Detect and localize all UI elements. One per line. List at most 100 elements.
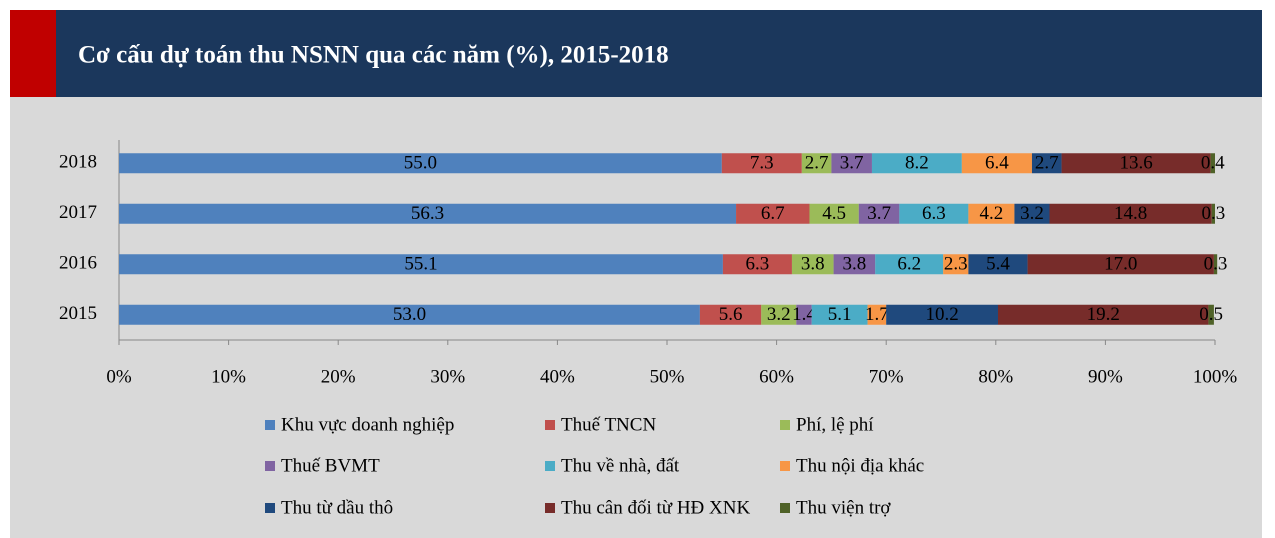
legend-swatch — [780, 420, 790, 430]
data-label: 8.2 — [905, 153, 929, 174]
bar-segment — [871, 153, 962, 174]
x-tick-label: 80% — [978, 366, 1013, 387]
data-label: 0.4 — [1201, 153, 1225, 174]
data-label: 2.7 — [1035, 153, 1059, 174]
legend-label: Thu từ dầu thô — [281, 497, 393, 518]
bar-segment — [1211, 203, 1215, 224]
bar-segment — [1208, 304, 1214, 325]
data-label: 6.2 — [897, 254, 921, 275]
bar-segment — [1031, 153, 1062, 174]
data-label: 3.8 — [843, 254, 867, 275]
bar-segment — [968, 203, 1015, 224]
data-label: 6.3 — [922, 203, 946, 224]
bar-segment — [119, 153, 722, 174]
data-label: 10.2 — [925, 304, 958, 325]
bar-segment — [722, 254, 792, 275]
legend-swatch — [265, 461, 275, 471]
data-label: 3.7 — [867, 203, 891, 224]
y-tick-label: 2018 — [59, 152, 97, 173]
bar-segment — [875, 254, 944, 275]
data-label: 5.4 — [986, 254, 1010, 275]
bar-segment — [1061, 153, 1211, 174]
chart-title: Cơ cấu dự toán thu NSNN qua các năm (%),… — [78, 42, 669, 69]
data-label: 55.0 — [404, 153, 437, 174]
data-label: 4.2 — [980, 203, 1004, 224]
x-tick-label: 20% — [321, 366, 356, 387]
data-label: 1.4 — [792, 304, 816, 325]
header-accent — [10, 10, 56, 97]
legend-label: Thu nội địa khác — [796, 455, 924, 476]
x-tick-label: 40% — [540, 366, 575, 387]
data-label: 14.8 — [1114, 203, 1147, 224]
bar-segment — [1027, 254, 1214, 275]
bar-segment — [1049, 203, 1212, 224]
bar-segment — [997, 304, 1209, 325]
legend-swatch — [780, 461, 790, 471]
data-label: 6.3 — [746, 254, 770, 275]
data-label: 13.6 — [1119, 153, 1152, 174]
bar-segment — [831, 153, 872, 174]
data-label: 3.8 — [801, 254, 825, 275]
bar-segment — [1213, 254, 1218, 275]
legend-label: Khu vực doanh nghiệp — [281, 414, 454, 435]
legend-label: Thuế TNCN — [561, 414, 656, 435]
legend-swatch — [265, 503, 275, 513]
y-tick-label: 2015 — [59, 303, 97, 324]
bar-segment — [119, 203, 737, 224]
x-tick-label: 50% — [650, 366, 685, 387]
bar-segment — [119, 304, 700, 325]
legend-label: Thu cân đối từ HĐ XNK — [561, 497, 750, 518]
x-tick-label: 100% — [1193, 366, 1238, 387]
x-tick-label: 60% — [759, 366, 794, 387]
bar-segment — [1014, 203, 1050, 224]
data-label: 55.1 — [404, 254, 437, 275]
data-label: 3.7 — [840, 153, 864, 174]
bar-segment — [968, 254, 1028, 275]
data-label: 17.0 — [1104, 254, 1137, 275]
legend-label: Thu về nhà, đất — [561, 455, 680, 476]
bar-segment — [801, 153, 832, 174]
bar-segment — [761, 304, 797, 325]
legend-swatch — [545, 503, 555, 513]
y-tick-label: 2016 — [59, 253, 97, 274]
data-label: 0.3 — [1201, 203, 1225, 224]
bar-segment — [796, 304, 812, 325]
data-label: 2.7 — [805, 153, 829, 174]
data-label: 56.3 — [411, 203, 444, 224]
bar-segment — [858, 203, 900, 224]
x-tick-label: 0% — [106, 366, 132, 387]
x-tick-label: 10% — [211, 366, 246, 387]
x-tick-label: 30% — [430, 366, 465, 387]
y-tick-label: 2017 — [59, 202, 97, 223]
bar-segment — [699, 304, 762, 325]
data-label: 7.3 — [750, 153, 774, 174]
data-label: 3.2 — [767, 304, 791, 325]
header-bar — [10, 10, 1262, 97]
data-label: 6.7 — [761, 203, 785, 224]
legend-swatch — [265, 420, 275, 430]
data-label: 5.6 — [719, 304, 743, 325]
data-label: 53.0 — [393, 304, 426, 325]
legend-swatch — [780, 503, 790, 513]
bar-segment — [791, 254, 834, 275]
bar-segment — [961, 153, 1032, 174]
legend-label: Thu viện trợ — [796, 497, 891, 518]
bar-segment — [833, 254, 876, 275]
legend-label: Thuế BVMT — [281, 455, 380, 476]
bar-segment — [721, 153, 802, 174]
bar-segment — [736, 203, 810, 224]
bar-segment — [811, 304, 868, 325]
data-label: 6.4 — [985, 153, 1009, 174]
bar-segment — [886, 304, 998, 325]
x-tick-label: 70% — [869, 366, 904, 387]
legend-swatch — [545, 461, 555, 471]
bar-segment — [1210, 153, 1215, 174]
legend-label: Phí, lệ phí — [796, 414, 874, 435]
data-label: 0.3 — [1204, 254, 1228, 275]
data-label: 5.1 — [828, 304, 852, 325]
data-label: 3.2 — [1020, 203, 1044, 224]
bar-segment — [119, 254, 723, 275]
data-label: 19.2 — [1087, 304, 1120, 325]
bar-segment — [943, 254, 969, 275]
